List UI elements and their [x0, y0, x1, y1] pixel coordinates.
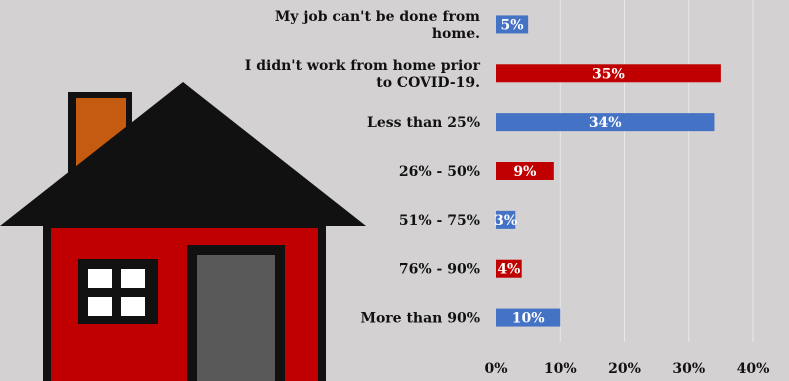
bar-value-label: 34% — [589, 115, 622, 131]
bar-value-label: 3% — [494, 213, 517, 229]
bar-value-label: 4% — [497, 262, 520, 278]
category-label: My job can't be done from — [275, 9, 480, 25]
gridlines — [560, 0, 753, 342]
category-label: 26% - 50% — [399, 164, 480, 180]
category-label: 76% - 90% — [399, 262, 480, 278]
bar-value-label: 35% — [592, 66, 625, 82]
category-label: More than 90% — [360, 311, 480, 327]
category-label: to COVID-19. — [376, 75, 480, 91]
category-label: 51% - 75% — [399, 213, 480, 229]
x-axis-ticks: 0% 10% 20% 30% 40% — [484, 361, 769, 377]
x-tick-label: 20% — [608, 361, 641, 377]
x-tick-label: 30% — [672, 361, 705, 377]
x-tick-label: 40% — [737, 361, 770, 377]
x-tick-label: 0% — [484, 361, 507, 377]
bars: 5% 35% 34% 9% 3% 4% 10% — [494, 15, 721, 326]
x-tick-label: 10% — [544, 361, 577, 377]
category-label: home. — [432, 26, 480, 42]
bar-value-label: 5% — [501, 17, 524, 33]
category-label: I didn't work from home prior — [245, 58, 481, 74]
category-label: Less than 25% — [367, 115, 480, 131]
bar-value-label: 9% — [513, 164, 536, 180]
bar-value-label: 10% — [512, 311, 545, 327]
